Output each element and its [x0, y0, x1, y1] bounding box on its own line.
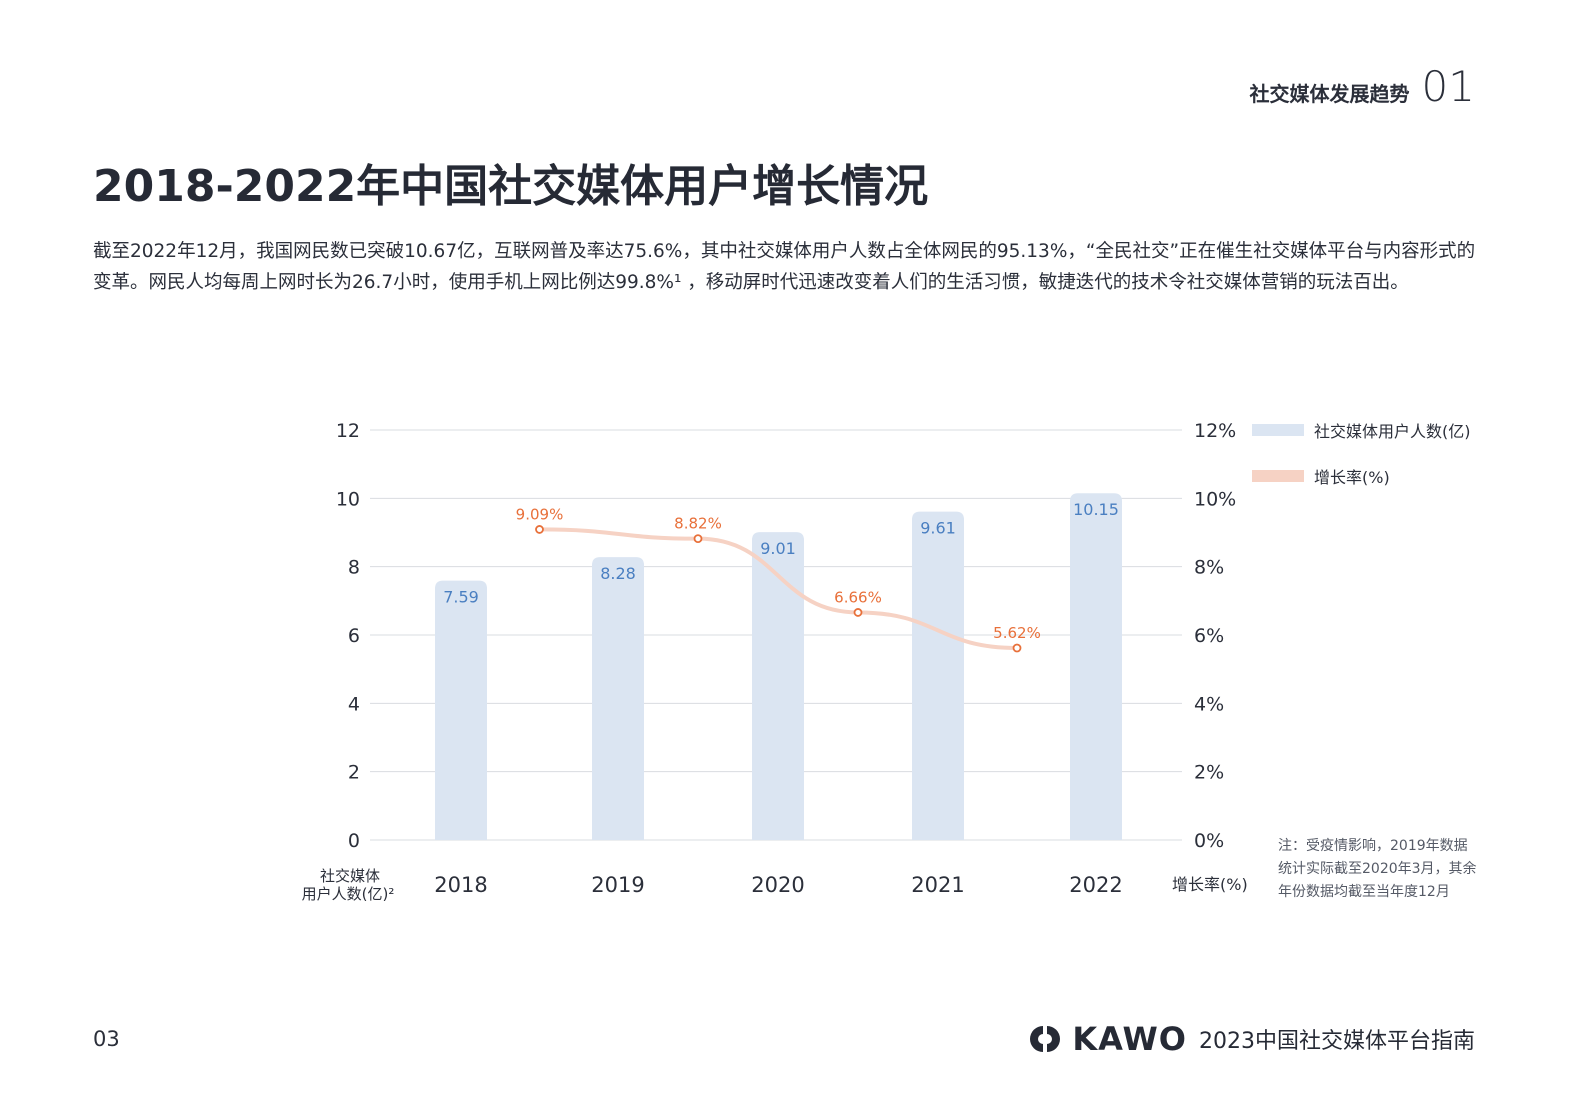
y2-axis-title: 增长率(%): [1172, 875, 1248, 894]
bar-value-label: 9.61: [920, 519, 956, 538]
y-tick-label: 10: [336, 488, 360, 510]
bar-value-label: 10.15: [1073, 500, 1119, 519]
chart-note: 注：受疫情影响，2019年数据统计实际截至2020年3月，其余年份数据均截至当年…: [1278, 838, 1477, 900]
legend-item-users: 社交媒体用户人数(亿): [1252, 418, 1471, 442]
y2-tick-label: 0%: [1194, 830, 1224, 852]
legend-label: 社交媒体用户人数(亿): [1314, 422, 1471, 441]
bar-2022: [1070, 493, 1122, 840]
page-title: 2018-2022年中国社交媒体用户增长情况: [93, 161, 929, 212]
bar-2019: [592, 557, 644, 840]
growth-value-label: 9.09%: [516, 505, 564, 523]
growth-rate-line: [537, 527, 1019, 650]
page-number: 03: [93, 1027, 120, 1051]
bar-value-label: 7.59: [443, 588, 479, 607]
y-tick-label: 4: [348, 693, 360, 715]
legend-item-growth: 增长率(%): [1252, 464, 1471, 488]
y2-tick-label: 10%: [1194, 488, 1236, 510]
intro-paragraph: 截至2022年12月，我国网民数已突破10.67亿，互联网普及率达75.6%，其…: [93, 241, 1476, 293]
footer: KAWO 2023中国社交媒体平台指南: [1030, 1020, 1475, 1058]
y-tick-label: 0: [348, 830, 360, 852]
publication-title: 2023中国社交媒体平台指南: [1199, 1029, 1475, 1054]
growth-value-label: 8.82%: [674, 515, 722, 533]
brand-name: KAWO: [1072, 1020, 1187, 1058]
y2-tick-label: 6%: [1194, 625, 1224, 647]
growth-point: [1012, 643, 1022, 653]
y2-tick-label: 4%: [1194, 693, 1224, 715]
x-tick-label: 2021: [911, 873, 964, 897]
bar-value-label: 8.28: [600, 564, 636, 583]
x-tick-label: 2019: [591, 873, 644, 897]
legend-swatch-bar: [1252, 424, 1304, 436]
growth-value-label: 6.66%: [834, 588, 882, 606]
bar-2018: [435, 580, 487, 840]
growth-point: [853, 608, 863, 617]
growth-value-label: 5.62%: [993, 624, 1041, 642]
legend-swatch-line: [1252, 470, 1304, 482]
legend-label: 增长率(%): [1314, 468, 1390, 487]
growth-point: [535, 525, 544, 534]
x-tick-label: 2022: [1069, 873, 1122, 897]
bar-2021: [912, 511, 964, 840]
chart-legend: 社交媒体用户人数(亿) 增长率(%): [1252, 418, 1471, 510]
growth-point: [693, 534, 703, 544]
y-tick-label: 6: [348, 625, 360, 647]
section-header: 社交媒体发展趋势 01: [1250, 62, 1475, 111]
y2-tick-label: 12%: [1194, 420, 1236, 442]
y-tick-label: 8: [348, 557, 360, 579]
y-tick-label: 2: [348, 762, 360, 784]
y-axis-title-line1: 社交媒体: [320, 867, 380, 885]
kawo-logo-icon: [1030, 1026, 1061, 1052]
y-axis-title-line2: 用户人数(亿)²: [302, 885, 395, 903]
y2-tick-label: 8%: [1194, 557, 1224, 579]
section-number: 01: [1421, 62, 1475, 111]
y-tick-label: 12: [336, 420, 360, 442]
section-label: 社交媒体发展趋势: [1249, 82, 1410, 106]
bar-2020: [752, 532, 804, 840]
x-tick-label: 2018: [434, 873, 487, 897]
bar-value-label: 9.01: [760, 539, 796, 558]
y2-tick-label: 2%: [1194, 762, 1224, 784]
x-tick-label: 2020: [751, 873, 804, 897]
